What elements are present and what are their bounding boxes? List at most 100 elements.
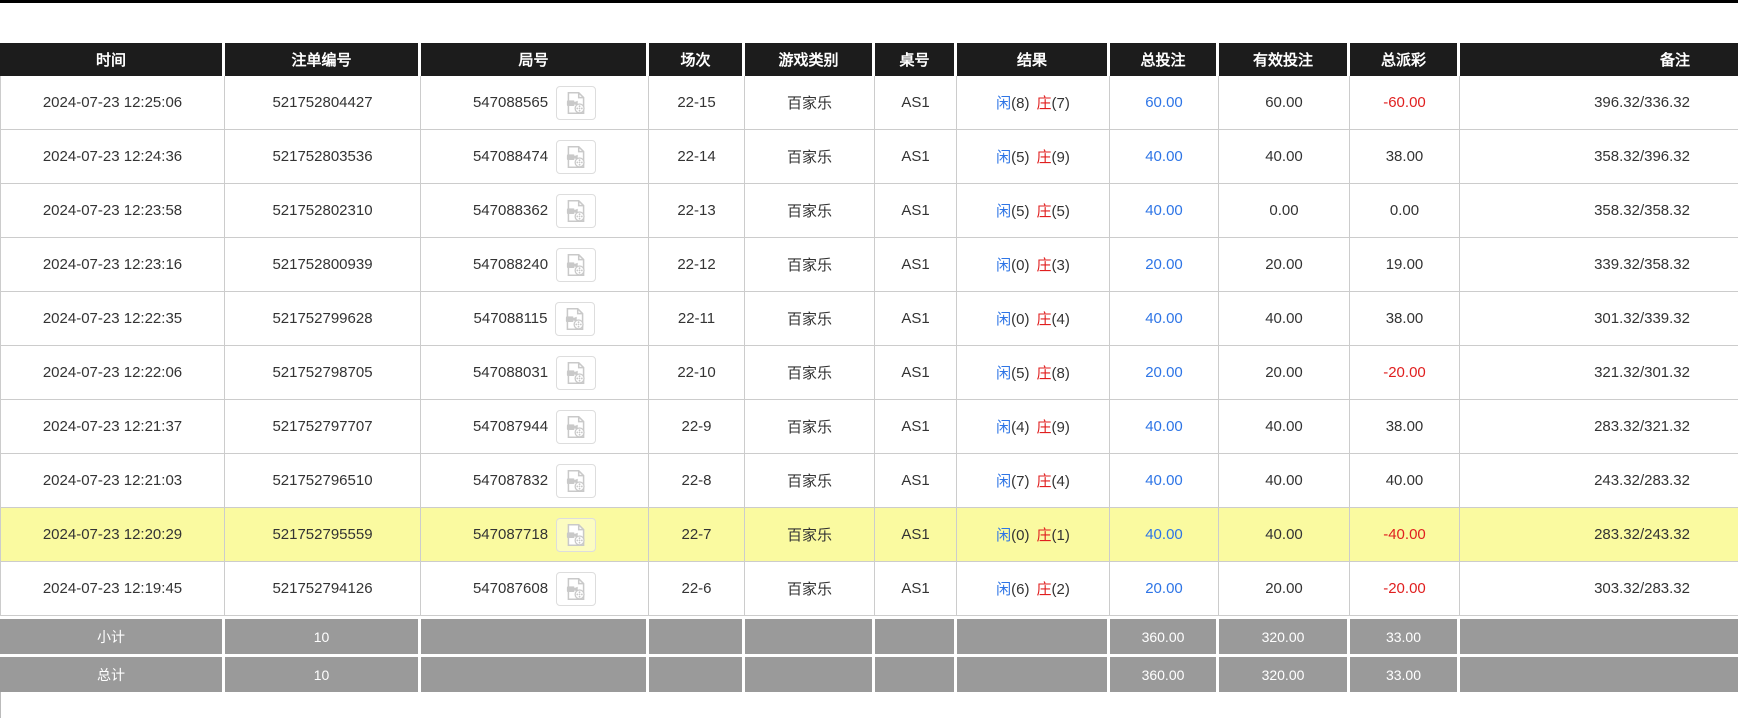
table-row[interactable]: 2024-07-23 12:19:45 521752794126 5470876… (0, 562, 1738, 616)
result-player-label: 闲 (996, 311, 1012, 328)
col-header-game-type: 游戏类别 (745, 43, 875, 76)
round-id-value: 547088565 (472, 94, 549, 111)
round-id-value: 547087608 (472, 580, 549, 597)
result-banker-label: 庄 (1036, 95, 1052, 112)
table-row[interactable]: 2024-07-23 12:25:06 521752804427 5470885… (0, 76, 1738, 130)
valid-bet-cell: 40.00 (1219, 400, 1350, 454)
round-id-value: 547088115 (473, 310, 548, 327)
table-row[interactable]: 2024-07-23 12:20:29 521752795559 5470877… (0, 508, 1738, 562)
total-empty-cell (875, 654, 957, 692)
total-bet-cell[interactable]: 20.00 (1110, 346, 1219, 400)
video-file-icon (566, 91, 585, 114)
video-file-icon (566, 145, 585, 168)
bet-id-cell: 521752804427 (225, 76, 421, 130)
subtotal-empty-cell (649, 616, 745, 654)
table-body: 2024-07-23 12:25:06 521752804427 5470885… (0, 76, 1738, 616)
table-row[interactable]: 2024-07-23 12:23:16 521752800939 5470882… (0, 238, 1738, 292)
col-header-session: 场次 (649, 43, 745, 76)
bet-id-cell: 521752796510 (225, 454, 421, 508)
game-type-cell: 百家乐 (745, 508, 875, 562)
time-cell: 2024-07-23 12:23:58 (0, 184, 225, 238)
video-replay-button[interactable] (556, 409, 597, 444)
remark-cell: 283.32/243.32 (1460, 508, 1738, 562)
video-replay-button[interactable] (556, 571, 597, 606)
session-cell: 22-13 (649, 184, 745, 238)
payout-cell: 19.00 (1350, 238, 1460, 292)
round-id-cell: 547088240 (421, 238, 649, 292)
bet-id-cell: 521752794126 (225, 562, 421, 616)
time-cell: 2024-07-23 12:21:03 (0, 454, 225, 508)
total-bet-cell[interactable]: 40.00 (1110, 130, 1219, 184)
total-bet-cell[interactable]: 20.00 (1110, 562, 1219, 616)
result-player-label: 闲 (996, 257, 1012, 274)
table-row[interactable]: 2024-07-23 12:22:35 521752799628 5470881… (0, 292, 1738, 346)
result-player-label: 闲 (996, 473, 1012, 490)
col-header-result: 结果 (957, 43, 1110, 76)
total-label: 总计 (0, 654, 225, 692)
session-cell: 22-6 (649, 562, 745, 616)
time-cell: 2024-07-23 12:21:37 (0, 400, 225, 454)
result-cell: 闲(5) 庄(8) (957, 346, 1110, 400)
remark-cell: 358.32/358.32 (1460, 184, 1738, 238)
video-replay-button[interactable] (556, 193, 597, 228)
table-no-cell: AS1 (875, 454, 957, 508)
col-header-table-no: 桌号 (875, 43, 957, 76)
total-bet-cell[interactable]: 40.00 (1110, 508, 1219, 562)
video-replay-button[interactable] (555, 301, 596, 336)
remark-cell: 243.32/283.32 (1460, 454, 1738, 508)
video-replay-button[interactable] (556, 463, 597, 498)
bet-id-cell: 521752797707 (225, 400, 421, 454)
table-no-cell: AS1 (875, 76, 957, 130)
total-bet-cell[interactable]: 60.00 (1110, 76, 1219, 130)
video-replay-button[interactable] (556, 517, 597, 552)
remark-cell: 396.32/336.32 (1460, 76, 1738, 130)
video-replay-button[interactable] (556, 247, 597, 282)
valid-bet-cell: 40.00 (1219, 130, 1350, 184)
total-row: 总计 10 360.00 320.00 33.00 (0, 654, 1738, 692)
payout-cell: -40.00 (1350, 508, 1460, 562)
result-cell: 闲(7) 庄(4) (957, 454, 1110, 508)
table-no-cell: AS1 (875, 238, 957, 292)
session-cell: 22-12 (649, 238, 745, 292)
result-player-score: (6) (1011, 581, 1030, 598)
table-row[interactable]: 2024-07-23 12:21:03 521752796510 5470878… (0, 454, 1738, 508)
round-id-value: 547088474 (472, 148, 549, 165)
session-cell: 22-14 (649, 130, 745, 184)
bet-id-cell: 521752800939 (225, 238, 421, 292)
round-id-value: 547088240 (472, 256, 549, 273)
valid-bet-cell: 40.00 (1219, 508, 1350, 562)
result-banker-score: (5) (1051, 203, 1070, 220)
subtotal-total-bet: 360.00 (1110, 616, 1219, 654)
total-bet-cell[interactable]: 40.00 (1110, 400, 1219, 454)
betting-records-table: 时间 注单编号 局号 场次 游戏类别 桌号 结果 总投注 有效投注 总派彩 备注… (0, 43, 1738, 692)
table-no-cell: AS1 (875, 184, 957, 238)
table-row[interactable]: 2024-07-23 12:23:58 521752802310 5470883… (0, 184, 1738, 238)
table-row[interactable]: 2024-07-23 12:22:06 521752798705 5470880… (0, 346, 1738, 400)
game-type-cell: 百家乐 (745, 454, 875, 508)
payout-cell: -20.00 (1350, 346, 1460, 400)
subtotal-empty-cell (421, 616, 649, 654)
total-bet-cell[interactable]: 40.00 (1110, 292, 1219, 346)
video-replay-button[interactable] (556, 85, 597, 120)
table-row[interactable]: 2024-07-23 12:24:36 521752803536 5470884… (0, 130, 1738, 184)
video-replay-button[interactable] (556, 355, 597, 390)
round-id-cell: 547088115 (421, 292, 649, 346)
table-row[interactable]: 2024-07-23 12:21:37 521752797707 5470879… (0, 400, 1738, 454)
col-header-payout: 总派彩 (1350, 43, 1460, 76)
bet-id-cell: 521752799628 (225, 292, 421, 346)
total-bet-cell[interactable]: 20.00 (1110, 238, 1219, 292)
result-cell: 闲(5) 庄(9) (957, 130, 1110, 184)
time-cell: 2024-07-23 12:19:45 (0, 562, 225, 616)
round-id-value: 547087944 (472, 418, 549, 435)
video-file-icon (566, 361, 585, 384)
table-no-cell: AS1 (875, 346, 957, 400)
subtotal-empty-cell (1460, 616, 1738, 654)
total-bet-cell[interactable]: 40.00 (1110, 454, 1219, 508)
total-bet-cell[interactable]: 40.00 (1110, 184, 1219, 238)
video-replay-button[interactable] (556, 139, 597, 174)
round-id-cell: 547087608 (421, 562, 649, 616)
valid-bet-cell: 40.00 (1219, 292, 1350, 346)
result-banker-score: (4) (1051, 473, 1070, 490)
payout-cell: 0.00 (1350, 184, 1460, 238)
table-header-row: 时间 注单编号 局号 场次 游戏类别 桌号 结果 总投注 有效投注 总派彩 备注 (0, 43, 1738, 76)
